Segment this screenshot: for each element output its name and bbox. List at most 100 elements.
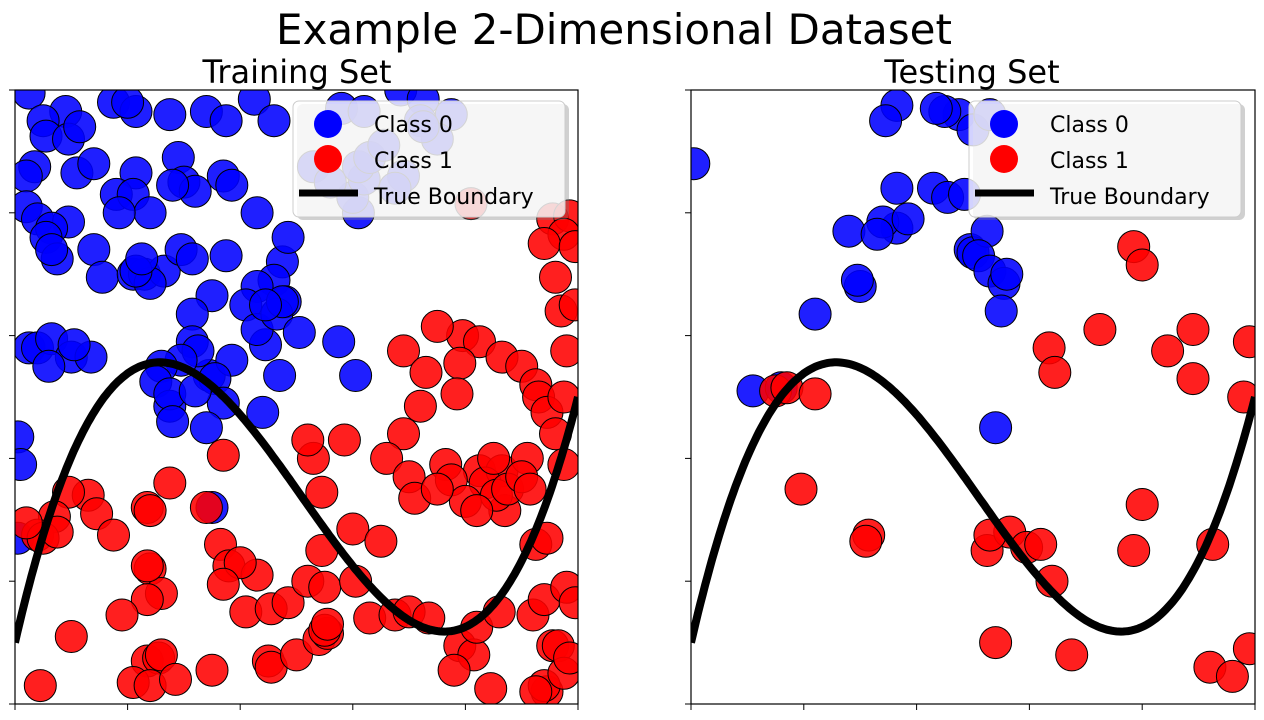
training-axis-ticks: [9, 89, 579, 710]
class-0-point: [832, 214, 866, 248]
class-1-point: [133, 494, 167, 528]
class-0-point: [209, 239, 243, 273]
legend-class-1-label: Class 1: [1050, 149, 1129, 174]
class-0-point: [271, 220, 305, 254]
class-1-point: [403, 389, 437, 423]
testing-axis-ticks: [685, 89, 1256, 710]
class-0-point: [209, 104, 243, 138]
class-1-point: [54, 620, 88, 653]
class-1-point: [784, 472, 818, 506]
legend-class-1-marker: [990, 145, 1018, 173]
class-1-point: [547, 380, 578, 414]
legend-class-0-label: Class 0: [374, 113, 453, 138]
class-1-point: [1117, 534, 1151, 567]
class-0-point: [77, 147, 111, 181]
class-1-point: [153, 466, 187, 500]
training-plot-frame: [14, 89, 579, 705]
class-0-point: [15, 448, 38, 481]
class-1-point: [271, 586, 305, 620]
class-1-point: [387, 334, 420, 368]
class-1-point: [1232, 325, 1255, 359]
figure-title: Example 2-Dimensional Dataset: [276, 5, 952, 54]
class-1-point: [23, 669, 57, 703]
class-0-point: [691, 147, 711, 181]
legend-class-1-marker: [314, 145, 342, 173]
class-1-point: [420, 472, 454, 506]
class-0-point: [35, 233, 69, 267]
class-0-point: [77, 233, 111, 267]
class-1-point: [527, 227, 561, 260]
training-set-panel: Training Set Class 0 Class 1 True Bounda…: [9, 53, 579, 710]
class-1-point: [1024, 527, 1058, 561]
class-0-point: [990, 257, 1024, 291]
class-0-point: [249, 288, 282, 322]
testing-true-boundary-line: [691, 358, 1255, 644]
class-1-point: [474, 672, 508, 704]
class-0-point: [919, 91, 953, 125]
testing-set-title: Testing Set: [883, 53, 1059, 91]
class-0-point: [57, 328, 91, 362]
legend-class-0-marker: [314, 110, 342, 138]
class-0-point: [156, 168, 190, 202]
class-1-point: [130, 549, 164, 583]
class-0-point: [984, 294, 1018, 328]
testing-set-panel: Testing Set Class 0 Class 1 True Boundar…: [685, 53, 1256, 710]
class-1-point: [195, 653, 229, 687]
class-1-point: [979, 626, 1013, 660]
class-1-point: [308, 570, 342, 604]
class-1-point: [550, 334, 578, 368]
class-0-point: [240, 196, 274, 230]
class-1-point: [105, 598, 139, 632]
class-1-point: [206, 438, 240, 472]
class-1-point: [519, 675, 553, 704]
class-0-point: [15, 420, 35, 454]
legend-true-boundary-label: True Boundary: [373, 185, 534, 210]
class-0-point: [339, 359, 373, 392]
training-legend: Class 0 Class 1 True Boundary: [292, 100, 569, 220]
class-0-point: [125, 242, 159, 276]
training-true-boundary-line: [15, 358, 578, 644]
class-0-point: [237, 90, 271, 116]
class-0-point: [257, 104, 291, 138]
class-1-point: [443, 346, 477, 380]
training-scatter-area: [15, 90, 578, 704]
class-1-point: [206, 567, 240, 601]
class-1-point: [558, 586, 578, 620]
class-1-point: [1055, 638, 1089, 672]
class-1-point: [1125, 248, 1159, 282]
class-1-point: [130, 583, 164, 617]
class-0-point: [15, 90, 46, 110]
class-0-point: [891, 202, 925, 236]
class-1-point: [305, 475, 339, 509]
class-0-point: [153, 98, 187, 132]
legend-class-0-label: Class 0: [1050, 113, 1129, 138]
legend-class-1-label: Class 1: [374, 149, 453, 174]
testing-scatter-area: [691, 90, 1255, 693]
legend-class-0-marker: [990, 110, 1018, 138]
class-1-point: [327, 423, 361, 457]
class-0-point: [189, 411, 223, 445]
legend-true-boundary-label: True Boundary: [1049, 185, 1210, 210]
class-0-point: [880, 171, 914, 205]
class-0-point: [282, 316, 316, 349]
class-0-point: [246, 395, 280, 429]
class-1-point: [1083, 313, 1117, 346]
testing-legend: Class 0 Class 1 True Boundary: [968, 100, 1245, 220]
class-1-point: [440, 377, 474, 411]
class-0-point: [63, 110, 97, 144]
class-1-point: [437, 653, 471, 687]
class-0-point: [215, 168, 249, 202]
class-1-point: [387, 417, 420, 451]
class-1-point: [1151, 334, 1185, 368]
class-1-point: [370, 441, 404, 475]
class-0-point: [206, 386, 240, 420]
class-1-point: [409, 355, 443, 389]
class-0-point: [979, 411, 1013, 445]
class-0-point: [840, 263, 874, 297]
class-1-point: [291, 423, 325, 457]
class-0-point: [860, 217, 894, 251]
class-1-point: [849, 524, 883, 558]
class-1-point: [513, 472, 547, 506]
class-1-point: [311, 607, 344, 641]
class-0-point: [156, 405, 190, 439]
